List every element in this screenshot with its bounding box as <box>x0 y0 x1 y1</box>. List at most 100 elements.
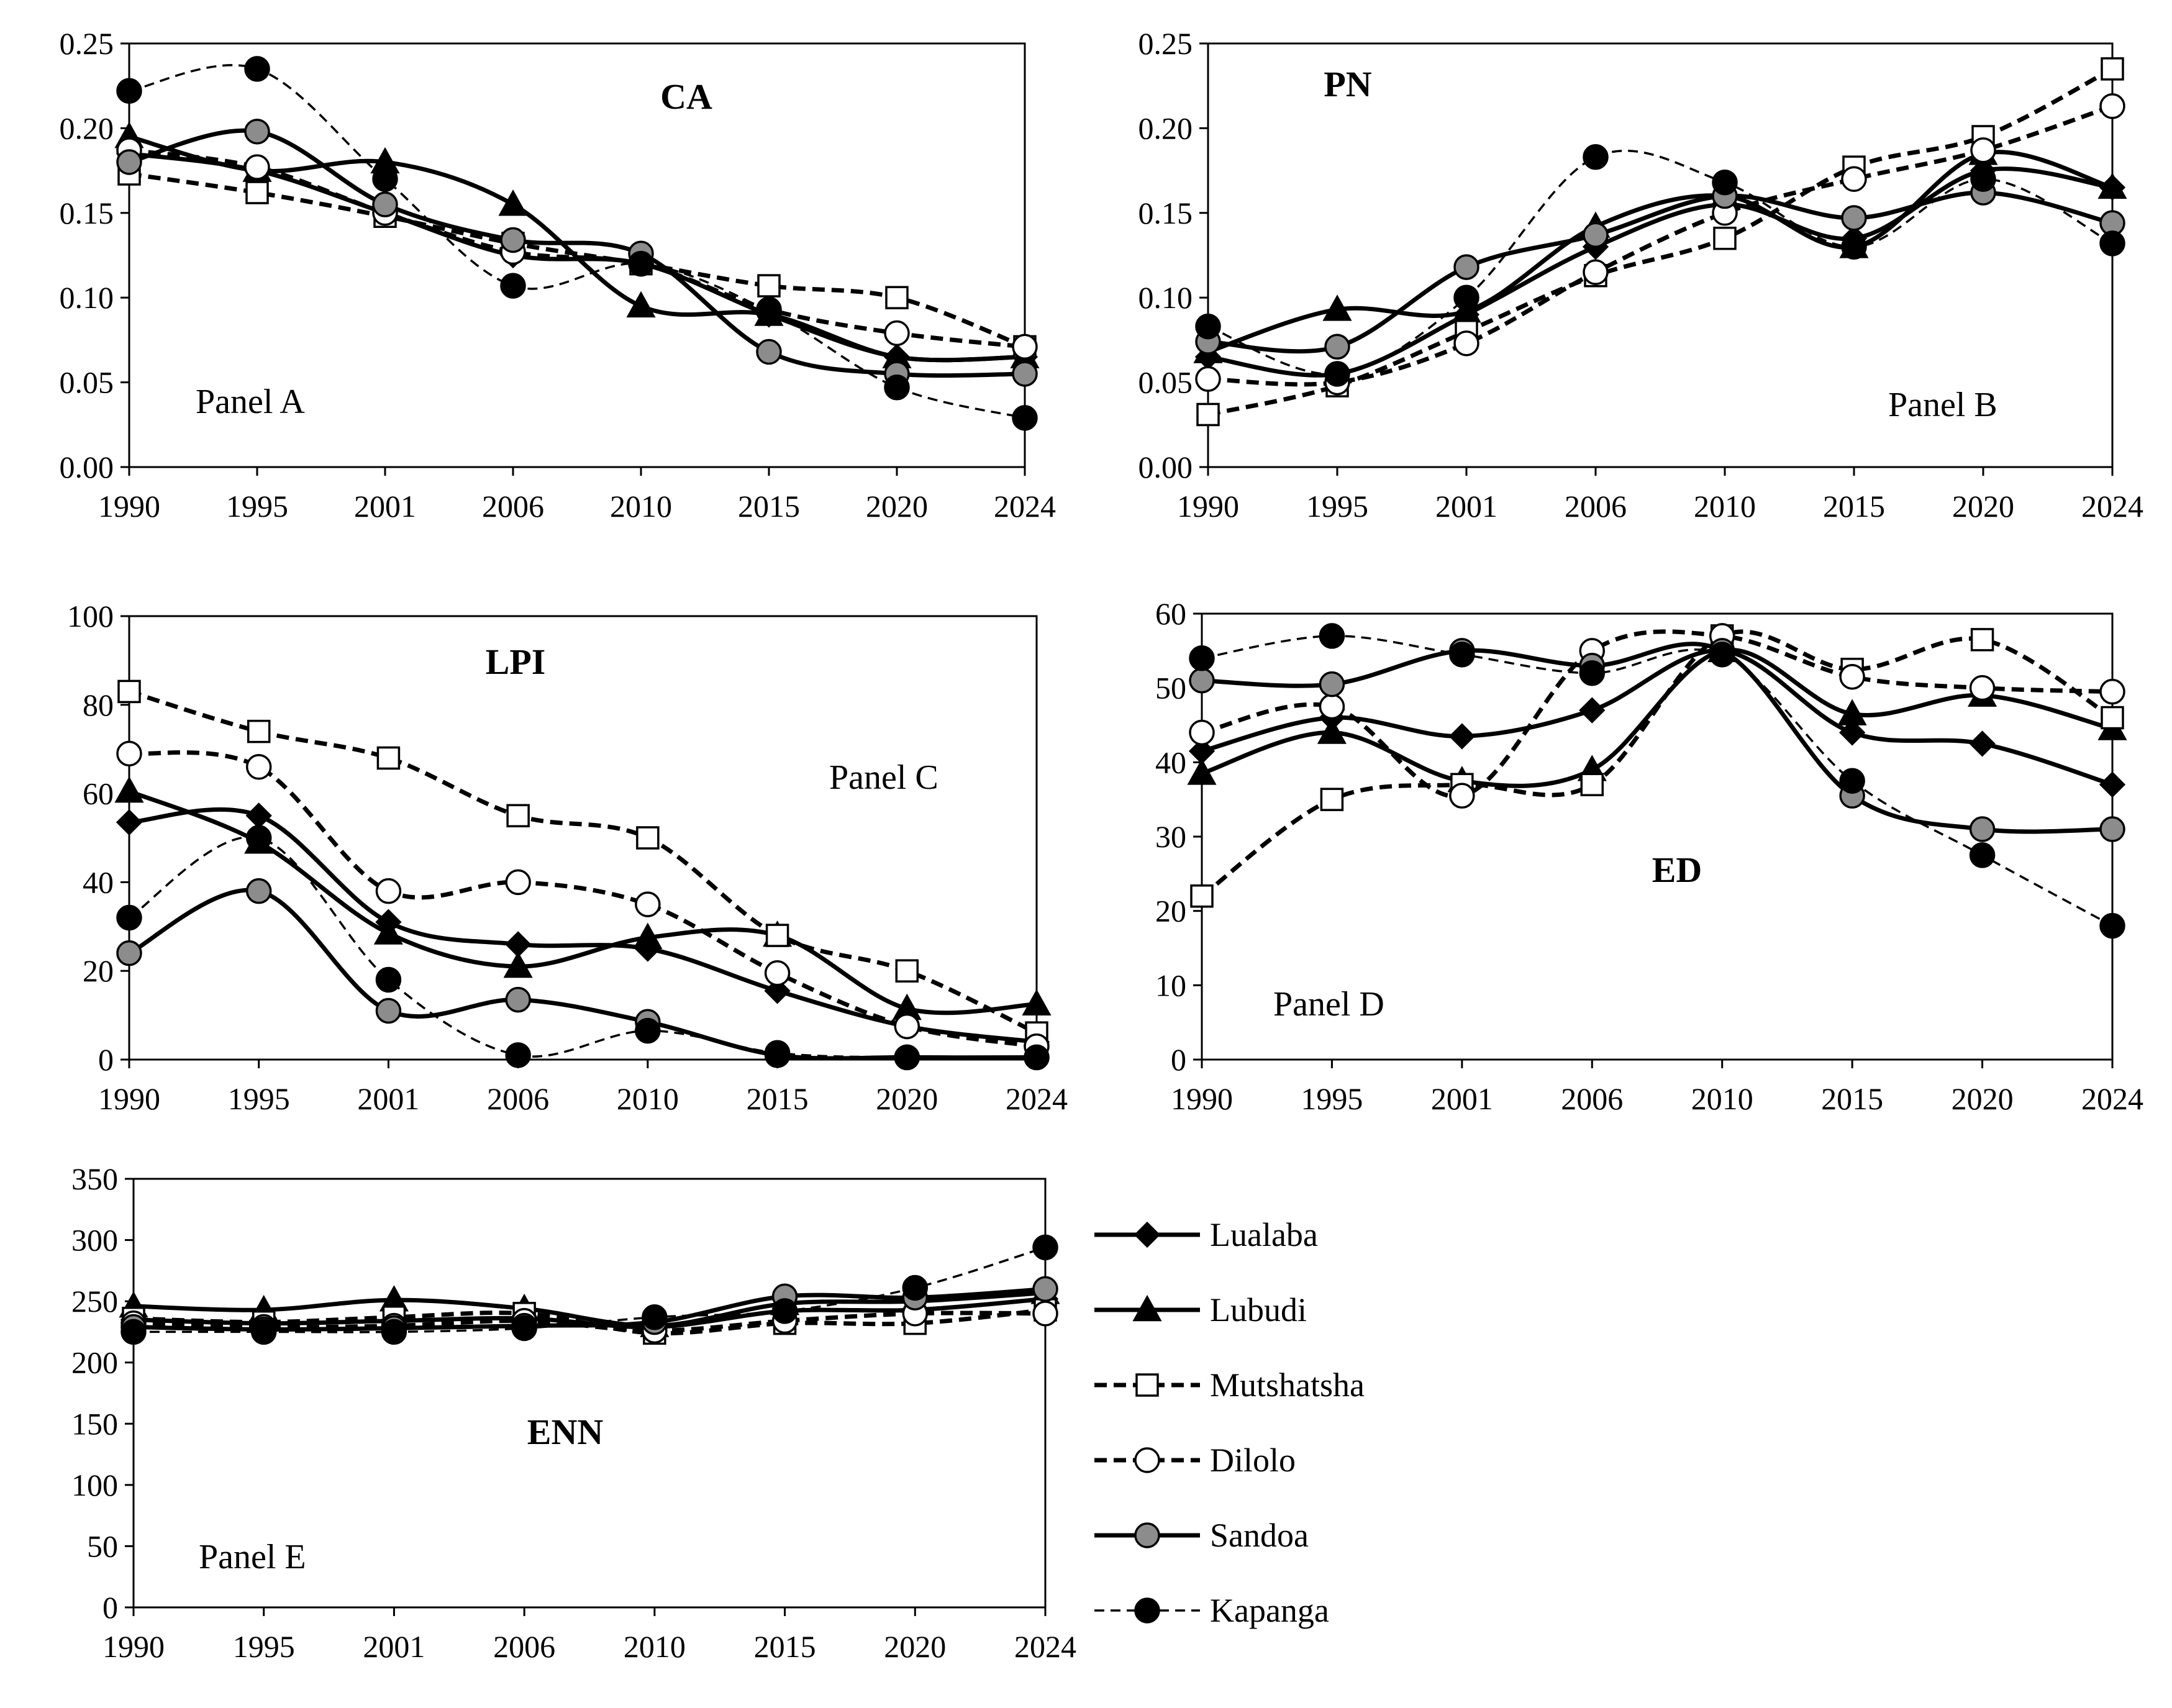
x-tick-label: 2024 <box>1006 1081 1068 1116</box>
panel-label: Panel E <box>199 1538 306 1576</box>
data-point-lubudi <box>1837 699 1867 725</box>
data-point-mutshatsha <box>245 181 269 204</box>
data-point-sandoa <box>116 149 142 175</box>
plot-frame <box>132 1178 1047 1609</box>
data-point-kapanga <box>1195 313 1221 340</box>
panel-title: PN <box>1324 64 1371 104</box>
panel-d-chart: 0 10 20 30 40 50 60 1990 1995 2001 2006 2010 2015 202… <box>1155 596 2143 1116</box>
y-tick-label: 0 <box>98 1042 114 1077</box>
data-point-dilolo <box>1319 693 1345 720</box>
x-tick-label: 2010 <box>617 1081 679 1116</box>
data-point-kapanga <box>1841 234 1867 260</box>
data-point-lubudi <box>1317 717 1347 744</box>
data-point-kapanga <box>894 1044 920 1071</box>
series-line-mutshatsha <box>1200 629 2114 898</box>
data-point-kapanga <box>1709 642 1735 668</box>
data-point-lualaba <box>245 802 272 829</box>
legend-marker-sandoa <box>1134 1522 1160 1548</box>
x-tick-label: 2010 <box>624 1629 686 1664</box>
legend-label-dilolo: Dilolo <box>1210 1442 1296 1479</box>
series-line-kapanga <box>129 64 1025 419</box>
data-point-kapanga <box>381 1319 407 1345</box>
x-tick-label: 1995 <box>1306 489 1368 524</box>
data-point-kapanga <box>1839 768 1865 794</box>
y-tick-label: 0.25 <box>60 26 114 61</box>
data-point-dilolo <box>1195 366 1221 392</box>
data-point-sandoa <box>1324 334 1350 360</box>
series-line-dilolo <box>129 750 1037 1049</box>
legend-marker-dilolo <box>1134 1447 1160 1473</box>
x-tick-label: 2006 <box>482 489 544 524</box>
x-tick-label: 2024 <box>994 489 1056 524</box>
data-point-dilolo <box>2099 678 2125 705</box>
data-point-lubudi <box>114 776 144 803</box>
x-tick-label: 1990 <box>102 1629 165 1664</box>
data-point-kapanga <box>245 825 272 851</box>
y-tick-label: 0.00 <box>60 450 114 484</box>
y-tick-label: 0.20 <box>1138 111 1193 145</box>
series-line-sandoa <box>1207 190 2113 354</box>
y-tick-label: 0.10 <box>60 280 114 315</box>
legend-label-sandoa: Sandoa <box>1210 1517 1309 1554</box>
series-line-lualaba <box>1207 166 2113 378</box>
data-point-sandoa <box>1453 254 1479 280</box>
data-point-mutshatsha <box>1713 226 1737 250</box>
data-point-sandoa <box>1032 1276 1058 1302</box>
data-point-lualaba <box>116 809 143 836</box>
data-point-lubudi <box>626 291 656 318</box>
data-point-dilolo <box>764 960 791 986</box>
x-tick-label: 2024 <box>1014 1629 1076 1664</box>
data-point-kapanga <box>1579 660 1606 686</box>
series-line-dilolo <box>129 148 1025 349</box>
x-tick-label: 1990 <box>98 1081 160 1116</box>
x-tick-label: 2010 <box>610 489 672 524</box>
data-point-kapanga <box>2099 912 2125 939</box>
data-point-kapanga <box>1712 169 1738 196</box>
x-tick-label: 2015 <box>1823 489 1885 524</box>
series-line-mutshatsha <box>1207 66 2114 417</box>
data-point-sandoa <box>245 878 272 904</box>
x-tick-label: 1990 <box>1171 1081 1233 1116</box>
y-tick-label: 40 <box>83 865 114 899</box>
data-point-mutshatsha <box>506 804 530 828</box>
y-tick-label: 10 <box>1155 968 1186 1002</box>
series-line-mutshatsha <box>129 171 1026 349</box>
panel-a-chart: 0.00 0.05 0.10 0.15 0.20 0.25 1990 1995 2001 2006… <box>60 26 1056 524</box>
y-tick-label: 20 <box>83 953 114 988</box>
data-point-kapanga <box>372 166 398 192</box>
legend: Lualaba Lubudi Mutshatsha Dilolo Sandoa Kapan… <box>1094 1216 1365 1629</box>
data-point-kapanga <box>250 1319 277 1345</box>
data-point-kapanga <box>756 298 782 324</box>
series-line-dilolo <box>1201 629 2113 799</box>
x-tick-label: 2015 <box>1821 1081 1883 1116</box>
data-point-lubudi <box>633 922 663 949</box>
data-point-mutshatsha <box>117 679 141 704</box>
data-point-dilolo <box>245 754 272 780</box>
data-point-kapanga <box>375 966 402 993</box>
data-point-kapanga <box>902 1274 929 1301</box>
panel-title: LPI <box>486 642 546 682</box>
data-point-kapanga <box>1032 1234 1058 1261</box>
x-tick-label: 2001 <box>363 1629 425 1664</box>
data-point-dilolo <box>635 891 661 917</box>
x-tick-label: 2006 <box>487 1081 549 1116</box>
series-line-dilolo <box>1207 104 2114 387</box>
y-tick-label: 0.20 <box>60 111 114 145</box>
y-tick-label: 80 <box>83 688 114 722</box>
x-tick-label: 2020 <box>866 489 928 524</box>
y-tick-label: 0 <box>1171 1042 1186 1077</box>
legend-label-lubudi: Lubudi <box>1210 1291 1307 1329</box>
data-point-dilolo <box>1841 166 1867 192</box>
panel-label: Panel B <box>1888 386 1997 424</box>
data-point-lubudi <box>1322 294 1352 321</box>
series-line-kapanga <box>133 1246 1046 1333</box>
x-tick-label: 2001 <box>357 1081 419 1116</box>
data-point-lubudi <box>373 918 403 945</box>
data-point-dilolo <box>2099 93 2125 119</box>
data-point-mutshatsha <box>757 274 781 298</box>
panel-label: Panel D <box>1273 985 1384 1024</box>
data-point-dilolo <box>375 878 402 904</box>
data-point-kapanga <box>116 904 142 931</box>
x-tick-label: 2020 <box>876 1081 938 1116</box>
